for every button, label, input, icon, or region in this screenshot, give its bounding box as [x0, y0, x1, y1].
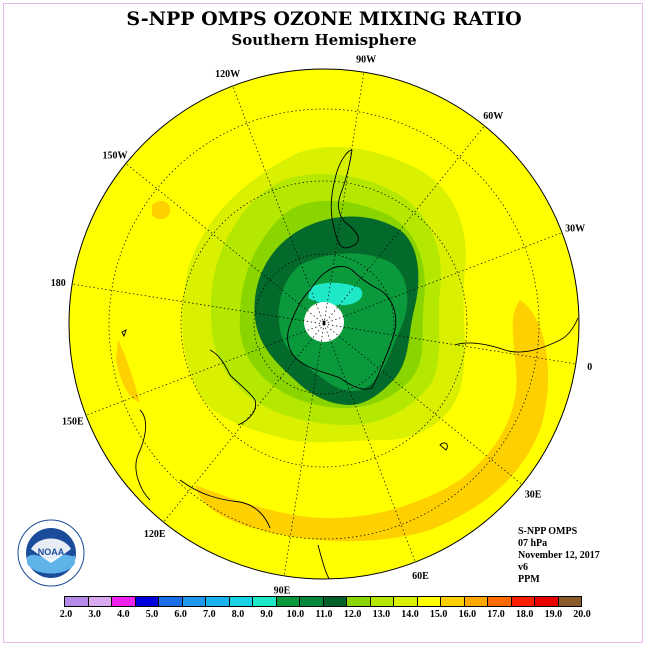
field-16ppm-patch	[152, 200, 170, 220]
colorbar-tick-label: 3.0	[88, 609, 101, 620]
map-title: S-NPP OMPS OZONE MIXING RATIO	[126, 8, 522, 30]
noaa-logo-text: NOAA	[38, 547, 65, 557]
meridian-line	[323, 72, 365, 325]
meridians	[72, 72, 576, 576]
colorbar-swatch	[417, 597, 441, 606]
colorbar-swatch	[394, 597, 418, 606]
colorbar-swatch	[347, 597, 371, 606]
map-fields	[69, 69, 579, 579]
colorbar-swatch	[159, 597, 183, 606]
colorbar-tick-label: 17.0	[487, 609, 505, 620]
meridian-line	[323, 232, 563, 325]
meridian-line	[232, 85, 325, 325]
colorbar-swatch	[182, 597, 206, 606]
colorbar-swatch	[441, 597, 465, 606]
longitude-label: 60E	[412, 571, 429, 582]
colorbar-tick-label: 18.0	[515, 609, 534, 620]
longitude-labels: 90W 60W 30W 0 30E 60E 90E 120E 150E 180 150W 120W	[51, 54, 592, 596]
meridian-line	[85, 323, 325, 416]
longitude-label: 120W	[215, 69, 240, 80]
colorbar-swatch	[300, 597, 324, 606]
colorbar-swatch	[511, 597, 535, 606]
meridian-line	[72, 283, 325, 325]
meridian-line	[323, 323, 523, 485]
colorbar-swatch	[276, 597, 300, 606]
colorbar-swatch	[464, 597, 488, 606]
colorbar-tick-label: 13.0	[372, 609, 391, 620]
longitude-label: 150E	[62, 416, 84, 427]
meridian-line	[283, 323, 325, 576]
longitude-label: 180	[51, 278, 66, 289]
meridian-line	[323, 323, 576, 365]
field-16ppm-west	[116, 340, 140, 402]
colorbar-tick-label: 9.0	[260, 609, 273, 620]
colorbar-swatch	[558, 597, 581, 606]
field-16ppm-band	[195, 300, 549, 542]
colorbar-swatch	[535, 597, 559, 606]
colorbar-tick-label: 11.0	[315, 609, 333, 620]
colorbar-tick-label: 8.0	[231, 609, 245, 620]
colorbar-tick-label: 4.0	[117, 609, 130, 620]
colorbar-tick-label: 5.0	[145, 609, 159, 620]
longitude-label: 90E	[274, 586, 291, 597]
figure-frame	[3, 3, 643, 643]
colorbar-tick-label: 10.0	[286, 609, 305, 620]
colorbar-tick-label: 16.0	[458, 609, 477, 620]
map-subtitle: Southern Hemisphere	[231, 31, 417, 49]
longitude-label: 150W	[102, 151, 127, 162]
graticule	[108, 108, 540, 540]
coastlines	[121, 149, 579, 579]
colorbar-swatch	[206, 597, 230, 606]
info-block: S-NPP OMPS 07 hPa November 12, 2017 v6 P…	[518, 526, 600, 586]
meridian-line	[323, 323, 416, 563]
units-label: PPM	[518, 574, 540, 585]
colorbar-swatch	[112, 597, 136, 606]
colorbar-tick-label: 19.0	[544, 609, 563, 620]
longitude-label: 90W	[356, 54, 376, 65]
longitude-label: 120E	[144, 529, 166, 540]
map-boundary	[68, 68, 580, 580]
noaa-logo: NOAA	[17, 519, 85, 587]
colorbar-tick-label: 6.0	[174, 609, 187, 620]
colorbar-tick-label: 14.0	[401, 609, 419, 620]
longitude-label: 60W	[483, 111, 503, 122]
colorbar-swatch	[370, 597, 394, 606]
meridian-line	[163, 323, 325, 523]
colorbar-swatch	[323, 597, 347, 606]
instrument-label: S-NPP OMPS	[518, 526, 578, 537]
colorbar-swatch	[65, 597, 89, 606]
longitude-label: 30W	[565, 224, 585, 235]
longitude-label: 0	[587, 362, 592, 373]
longitude-label: 30E	[525, 489, 542, 500]
version-label: v6	[518, 562, 528, 573]
colorbar-tick-label: 15.0	[429, 609, 448, 620]
colorbar-swatch	[253, 597, 277, 606]
colorbar-tick-label: 2.0	[59, 609, 73, 620]
colorbar-swatch	[488, 597, 512, 606]
colorbar-swatch	[229, 597, 253, 606]
colorbar-tick-label: 12.0	[343, 609, 362, 620]
colorbar-swatch	[88, 597, 112, 606]
meridian-line	[125, 163, 325, 325]
date-label: November 12, 2017	[518, 550, 600, 561]
pressure-level: 07 hPa	[518, 538, 548, 549]
meridian-line	[323, 125, 485, 325]
field-9ppm	[308, 282, 363, 306]
colorbar-tick-label: 7.0	[203, 609, 216, 620]
colorbar-swatch	[135, 597, 159, 606]
colorbar-tick-label: 20.0	[573, 609, 591, 620]
colorbar	[64, 596, 582, 607]
